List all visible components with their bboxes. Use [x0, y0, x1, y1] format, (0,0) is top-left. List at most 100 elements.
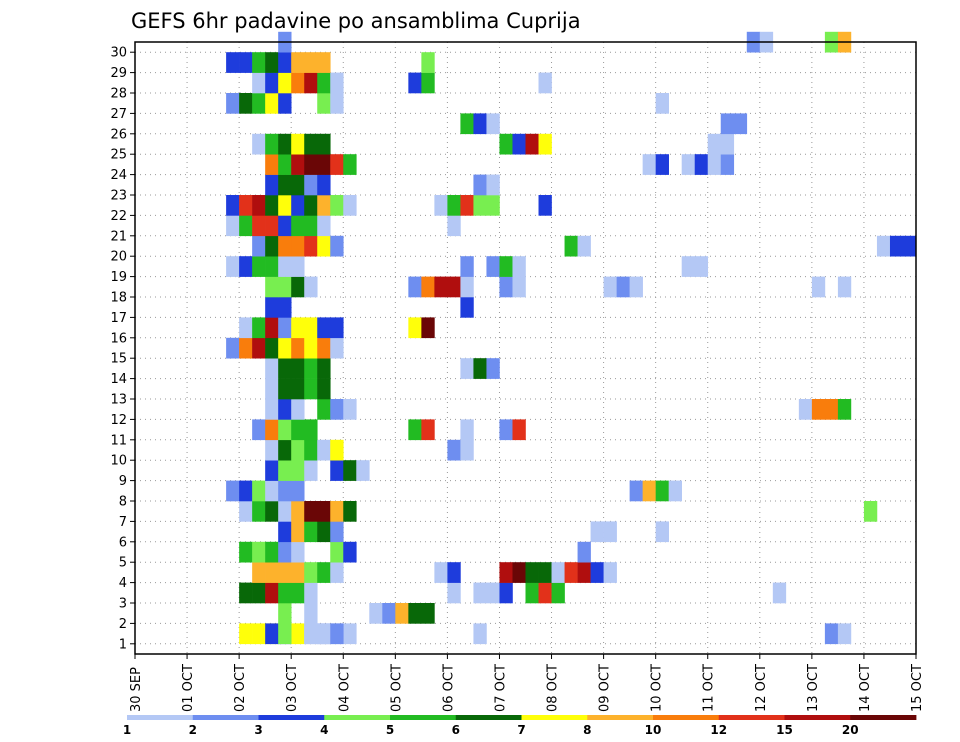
heatmap-cell — [317, 195, 331, 216]
heatmap-cell — [265, 419, 279, 441]
heatmap-cell — [291, 256, 305, 277]
heatmap-cell — [538, 72, 552, 94]
heatmap-cell — [837, 276, 852, 298]
heatmap-cell — [226, 52, 240, 73]
heatmap-cell — [330, 72, 344, 94]
heatmap-cell — [291, 174, 305, 196]
heatmap-cell — [304, 623, 318, 645]
heatmap-cell — [304, 337, 318, 359]
heatmap-cell — [694, 256, 709, 277]
heatmap-cell — [382, 603, 396, 624]
heatmap-cell — [278, 256, 292, 277]
heatmap-cell — [798, 399, 813, 420]
heatmap-cell — [265, 256, 279, 277]
heatmap-cell — [291, 521, 305, 543]
heatmap-cell — [811, 399, 826, 420]
y-tick-label: 5 — [119, 556, 127, 571]
x-tick-label: 03 OCT — [285, 664, 300, 712]
legend-label: 8 — [583, 723, 591, 737]
heatmap-cell — [278, 235, 292, 257]
heatmap-cell — [291, 501, 305, 522]
heatmap-cell — [291, 378, 305, 400]
heatmap-cell — [239, 541, 253, 563]
heatmap-cell — [291, 317, 305, 339]
heatmap-cell — [278, 154, 292, 175]
heatmap-cell — [252, 480, 266, 502]
heatmap-cell — [278, 603, 292, 624]
heatmap-cell — [239, 480, 253, 502]
heatmap-cell — [421, 276, 435, 298]
heatmap-cell — [707, 133, 722, 155]
heatmap-cell — [317, 235, 331, 257]
heatmap-cell — [499, 276, 513, 298]
heatmap-cell — [291, 195, 305, 216]
heatmap-cell — [642, 480, 656, 502]
heatmap-cell — [252, 93, 266, 114]
y-tick-label: 18 — [110, 291, 127, 306]
heatmap-cell — [291, 419, 305, 441]
heatmap-cell — [265, 215, 279, 237]
heatmap-cell — [239, 501, 253, 522]
heatmap-cell — [590, 562, 604, 583]
legend-swatch — [587, 715, 654, 720]
heatmap-cell — [252, 72, 266, 94]
heatmap-cell — [252, 52, 266, 73]
legend-swatch — [784, 715, 851, 720]
y-tick-label: 11 — [110, 433, 127, 448]
heatmap-cell — [265, 582, 279, 604]
heatmap-cell — [343, 460, 357, 481]
y-tick-label: 17 — [110, 311, 127, 326]
legend-label: 6 — [452, 723, 460, 737]
y-tick-label: 7 — [119, 515, 127, 530]
heatmap-cell — [291, 439, 305, 461]
heatmap-cell — [291, 623, 305, 645]
heatmap-cell — [330, 399, 344, 420]
heatmap-cell — [538, 562, 552, 583]
heatmap-cell — [408, 72, 422, 94]
y-tick-label: 10 — [110, 454, 127, 469]
heatmap-cell — [460, 439, 474, 461]
heatmap-cell — [408, 317, 422, 339]
legend-swatch — [192, 715, 259, 720]
heatmap-cell — [343, 541, 357, 563]
heatmap-cell — [226, 195, 240, 216]
heatmap-cell — [629, 480, 643, 502]
heatmap-cell — [863, 501, 878, 522]
heatmap-cell — [278, 501, 292, 522]
heatmap-cell — [317, 501, 331, 522]
heatmap-cell — [265, 235, 279, 257]
heatmap-cell — [304, 72, 318, 94]
heatmap-cell — [447, 276, 461, 298]
y-tick-label: 27 — [110, 107, 127, 122]
legend-swatch — [521, 715, 588, 720]
heatmap-cell — [551, 582, 565, 604]
heatmap-cell — [304, 174, 318, 196]
heatmap-cell — [499, 582, 513, 604]
x-tick-label: 04 OCT — [337, 664, 352, 712]
y-tick-label: 20 — [110, 250, 127, 265]
heatmap-cell — [681, 256, 696, 277]
heatmap-cell — [603, 521, 617, 543]
heatmap-cell — [291, 215, 305, 237]
heatmap-cell — [733, 113, 748, 135]
heatmap-cell — [421, 317, 435, 339]
heatmap-cell — [304, 439, 318, 461]
heatmap-cell — [317, 215, 331, 237]
x-tick-label: 05 OCT — [389, 664, 404, 712]
heatmap-cell — [265, 480, 279, 502]
heatmap-cell — [486, 113, 500, 135]
heatmap-cell — [447, 195, 461, 216]
heatmap-cell — [876, 235, 891, 257]
heatmap-cell — [681, 154, 696, 175]
heatmap-cell — [330, 439, 344, 461]
heatmap-cell — [460, 256, 474, 277]
heatmap-cell — [460, 276, 474, 298]
heatmap-cell — [824, 623, 839, 645]
heatmap-cell — [577, 235, 591, 257]
y-tick-label: 29 — [110, 66, 127, 81]
heatmap-cell — [421, 52, 435, 73]
heatmap-cell — [304, 562, 318, 583]
y-tick-label: 30 — [110, 46, 127, 61]
y-tick-label: 3 — [119, 597, 127, 612]
